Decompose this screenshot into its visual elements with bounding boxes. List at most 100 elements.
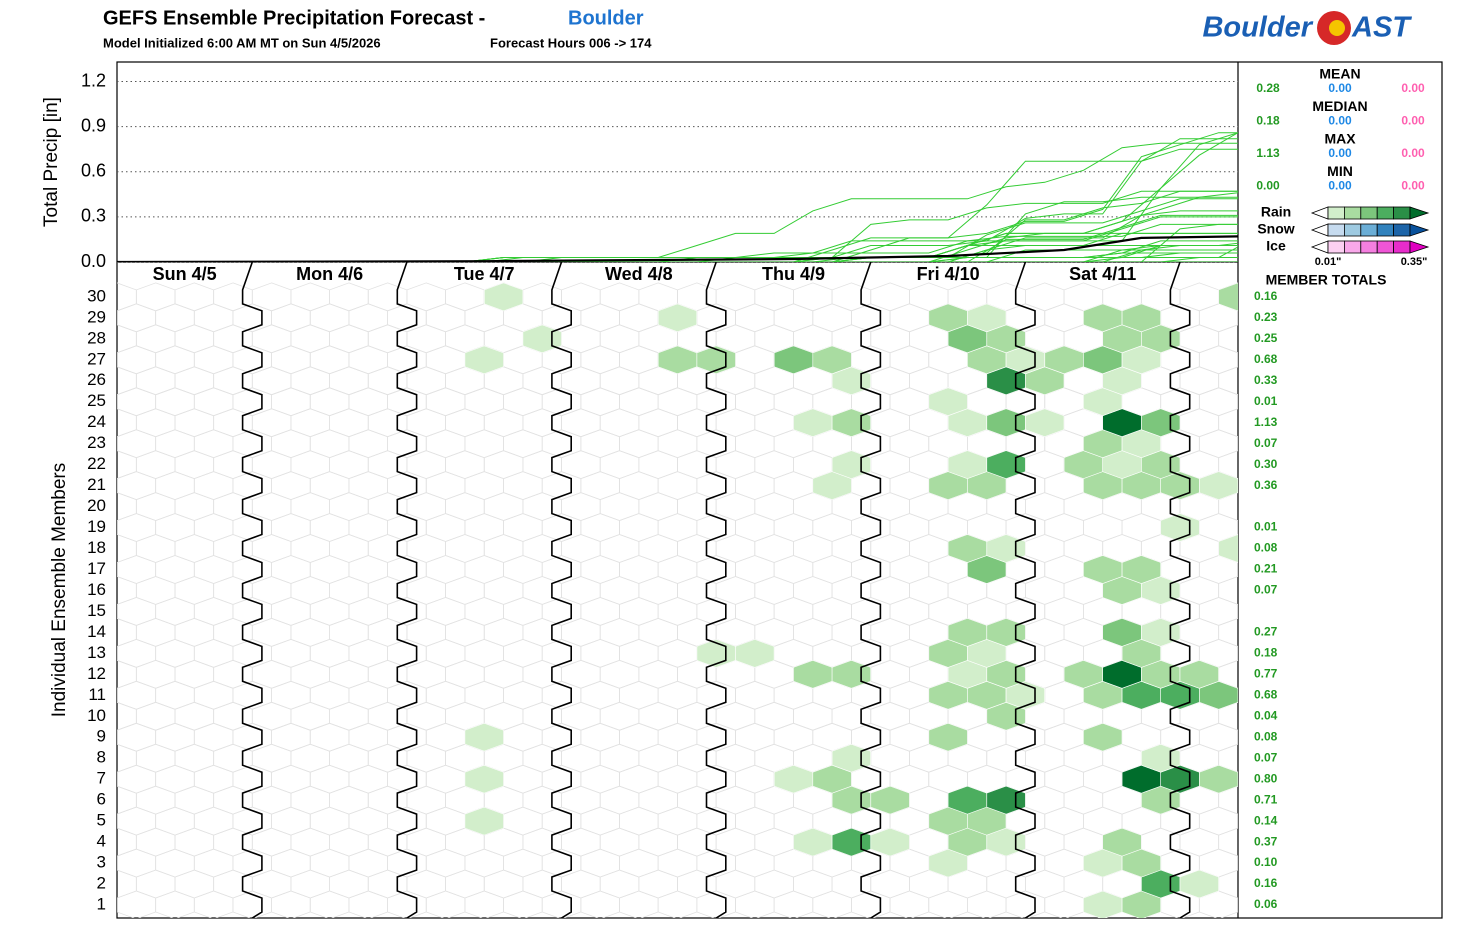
hex-cell	[503, 596, 543, 626]
member-label: 20	[87, 496, 106, 515]
hex-cell	[831, 869, 872, 899]
hex-cell	[1277, 304, 1316, 332]
hex-cell	[155, 387, 195, 417]
member-total: 0.08	[1254, 541, 1278, 555]
hex-cell	[135, 743, 176, 773]
hex-cell	[715, 869, 756, 899]
member-label: 29	[87, 307, 106, 326]
legend-swatch	[1360, 206, 1378, 220]
hex-cell	[561, 408, 601, 438]
hex-cell	[117, 764, 157, 794]
hex-cell	[754, 450, 794, 480]
hex-cell	[599, 366, 640, 396]
hex-cell	[561, 701, 601, 731]
legend-label: Rain	[1261, 204, 1291, 220]
hex-cell	[464, 471, 504, 501]
precip-hex	[1199, 471, 1238, 500]
member-label: 17	[87, 559, 106, 578]
hex-cell	[329, 576, 369, 605]
hex-cell	[271, 848, 311, 878]
hex-cell	[117, 555, 157, 584]
member-label: 21	[87, 475, 106, 494]
hex-cell	[406, 659, 446, 689]
precip-hex	[1199, 764, 1238, 794]
hex-cell	[155, 848, 195, 878]
hex-cell	[580, 680, 620, 710]
hex-cell	[213, 869, 253, 899]
hex-cell	[793, 617, 833, 647]
hex-cell	[812, 596, 852, 626]
hex-cell	[889, 596, 930, 626]
legend-swatch	[1360, 240, 1378, 254]
hex-cell	[174, 827, 215, 857]
member-label: 19	[87, 517, 106, 536]
hex-cell	[677, 785, 717, 815]
member-label: 14	[87, 622, 106, 641]
hex-cell	[735, 555, 775, 584]
hex-cell	[580, 848, 620, 878]
hex-cell	[251, 617, 292, 647]
hex-cell	[483, 492, 524, 522]
hex-cell	[251, 659, 292, 689]
hex-cell	[619, 722, 659, 752]
hex-cell	[715, 534, 756, 563]
hex-cell	[425, 638, 466, 668]
hex-cell	[406, 408, 446, 438]
hex-cell	[348, 680, 389, 710]
precip-hex	[773, 764, 814, 794]
hex-cell	[251, 492, 292, 522]
precip-hex	[657, 345, 698, 375]
member-total: 0.30	[1254, 457, 1278, 471]
hex-cell	[735, 596, 775, 626]
hex-cell	[309, 513, 350, 542]
stat-value: 1.13	[1256, 146, 1280, 160]
hex-cell	[870, 282, 910, 312]
hex-cell	[271, 429, 311, 459]
member-label: 6	[97, 790, 106, 809]
hex-cell	[445, 576, 485, 605]
hex-cell	[503, 722, 543, 752]
legend-max: 0.35"	[1401, 256, 1428, 268]
hex-cell	[406, 450, 446, 480]
hex-cell	[561, 827, 601, 857]
hex-cell	[580, 806, 620, 836]
hex-cell	[580, 638, 620, 668]
hex-cell	[715, 282, 756, 312]
hex-cell	[599, 534, 640, 563]
member-total: 0.80	[1254, 771, 1278, 785]
hex-cell	[657, 555, 698, 584]
hex-cell	[638, 576, 678, 605]
hex-cell	[1199, 596, 1238, 626]
hex-cell	[657, 638, 698, 668]
precip-hex	[1083, 722, 1123, 752]
member-label: 11	[88, 685, 106, 704]
hex-cell	[290, 534, 331, 563]
hex-cell	[1025, 785, 1065, 815]
legend-tip	[1310, 206, 1329, 220]
hex-cell	[348, 848, 389, 878]
stat-value: 0.00	[1328, 179, 1352, 193]
precip-hex	[870, 785, 910, 815]
hex-cell	[619, 848, 659, 878]
hex-cell	[271, 345, 311, 375]
hex-cell	[174, 743, 215, 773]
hex-cell	[1025, 450, 1065, 480]
hex-cell	[1025, 492, 1065, 522]
hex-cell	[870, 324, 910, 354]
hex-cell	[735, 471, 775, 501]
hex-cell	[425, 387, 466, 417]
hex-cell	[1277, 765, 1316, 793]
hex-cell	[425, 513, 466, 542]
y-tick-label: 0.6	[81, 161, 106, 181]
hex-cell	[657, 806, 698, 836]
hex-cell	[1025, 743, 1065, 773]
hex-cell	[599, 408, 640, 438]
forecast-hours: Forecast Hours 006 -> 174	[490, 35, 652, 50]
hex-cell	[599, 743, 640, 773]
hex-cell	[677, 827, 717, 857]
hex-cell	[117, 638, 157, 668]
hex-cell	[889, 345, 930, 375]
member-line	[117, 198, 1238, 262]
hex-cell	[638, 701, 678, 731]
hex-cell	[638, 785, 678, 815]
